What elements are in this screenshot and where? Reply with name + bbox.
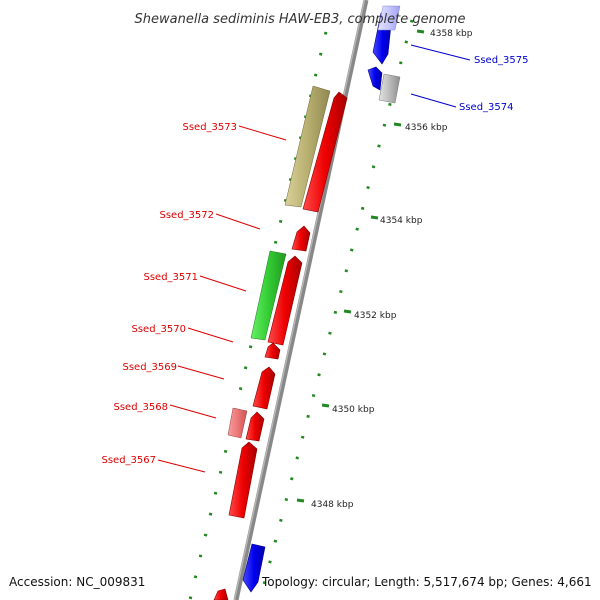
cog-ssed-3571-green[interactable] <box>250 250 287 341</box>
gene-label-ssed-3572[interactable]: Ssed_3572 <box>159 210 214 221</box>
scale-label-4348: 4348 kbp <box>311 500 354 510</box>
topology-text: Topology: circular; Length: 5,517,674 bp… <box>261 575 592 589</box>
scale-ticks <box>296 29 425 503</box>
cog-ssed-3575-lavender[interactable] <box>377 5 401 31</box>
accession-text: Accession: NC_009831 <box>9 575 145 589</box>
gene-ssed-3571-feature[interactable] <box>267 255 303 346</box>
gene-label-ssed-3571[interactable]: Ssed_3571 <box>143 272 198 283</box>
gene-ssed-3567-feature[interactable] <box>228 441 258 519</box>
backbone-highlight <box>233 0 366 600</box>
cog-ssed-3568-pink[interactable] <box>227 407 248 439</box>
partial-gene-blue-bottom[interactable] <box>242 543 266 593</box>
gene-ssed-3569-feature[interactable] <box>252 366 276 410</box>
map-title: Shewanella sediminis HAW-EB3, complete g… <box>135 12 466 27</box>
scale-label-4352: 4352 kbp <box>354 311 397 321</box>
gene-label-ssed-3573[interactable]: Ssed_3573 <box>182 122 237 133</box>
gene-label-ssed-3569[interactable]: Ssed_3569 <box>122 362 177 373</box>
scale-label-4350: 4350 kbp <box>332 405 375 415</box>
gene-ssed-3568-feature[interactable] <box>245 411 265 442</box>
gene-label-ssed-3574[interactable]: Ssed_3574 <box>459 102 514 113</box>
gene-ssed-3573-feature[interactable] <box>302 91 348 213</box>
genome-backbone <box>233 0 369 600</box>
gene-ssed-3574-feature[interactable] <box>367 66 383 91</box>
scale-label-4356: 4356 kbp <box>405 123 448 133</box>
gene-label-ssed-3575[interactable]: Ssed_3575 <box>474 55 529 66</box>
scale-label-4358: 4358 kbp <box>430 29 473 39</box>
cog-ssed-3574-grey[interactable] <box>378 73 401 104</box>
cog-ssed-3573-khaki[interactable] <box>284 85 331 208</box>
gene-label-ssed-3568[interactable]: Ssed_3568 <box>113 402 168 413</box>
gene-label-ssed-3570[interactable]: Ssed_3570 <box>131 324 186 335</box>
partial-gene-red-bottom[interactable] <box>213 588 229 600</box>
gene-ssed-3570-feature[interactable] <box>264 342 281 360</box>
scale-label-4354: 4354 kbp <box>380 216 423 226</box>
gene-ssed-3572-feature[interactable] <box>291 225 311 252</box>
gene-label-ssed-3567[interactable]: Ssed_3567 <box>101 455 156 466</box>
label-leader-lines <box>157 44 471 473</box>
